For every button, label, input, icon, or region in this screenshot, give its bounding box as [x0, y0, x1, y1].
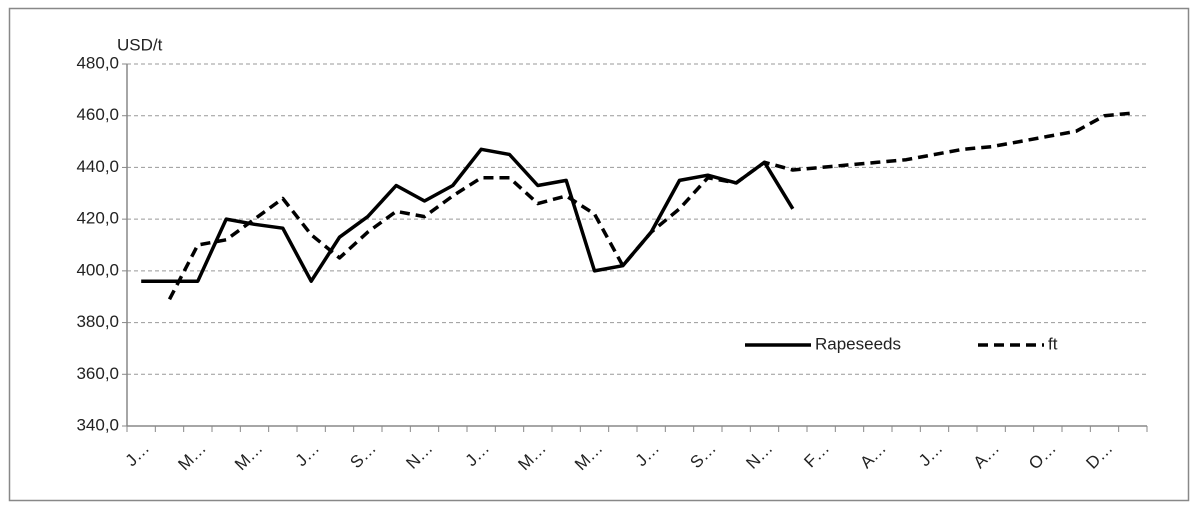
y-tick-label: 480,0 — [76, 53, 119, 72]
y-tick-label: 420,0 — [76, 209, 119, 228]
y-tick-label: 380,0 — [76, 312, 119, 331]
legend-label: ft — [1048, 334, 1058, 353]
legend-label: Rapeseeds — [815, 334, 901, 353]
series-line — [167, 111, 1133, 301]
y-axis-label: USD/t — [117, 35, 163, 54]
y-tick-label: 360,0 — [76, 364, 119, 383]
y-tick-label: 400,0 — [76, 260, 119, 279]
y-tick-label: 460,0 — [76, 105, 119, 124]
y-tick-label: 340,0 — [76, 415, 119, 434]
chart-border — [8, 7, 1190, 502]
y-tick-label: 440,0 — [76, 157, 119, 176]
